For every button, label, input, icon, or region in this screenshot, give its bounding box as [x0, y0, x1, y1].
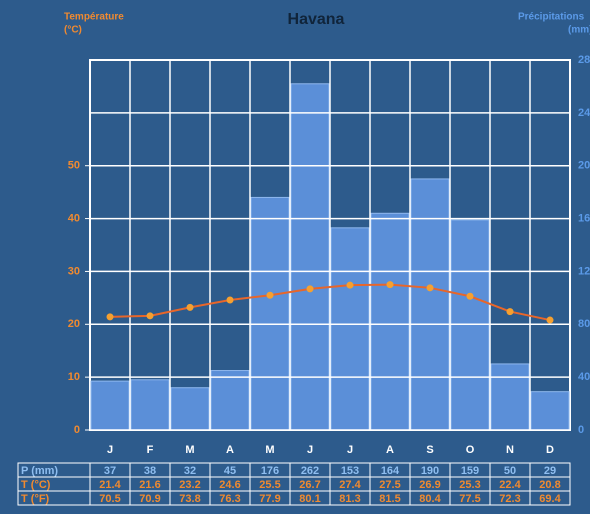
y-axis-label: Température — [64, 12, 124, 23]
table-value: 22.4 — [499, 479, 521, 491]
bar — [210, 370, 250, 431]
table-value: 190 — [421, 465, 439, 477]
x-tick-label: O — [466, 444, 475, 456]
bar — [130, 379, 170, 431]
table-value: 76.3 — [219, 493, 240, 505]
y-tick-label: 40 — [68, 212, 80, 224]
y2-tick-label: 280 — [578, 54, 590, 66]
y-tick-label: 50 — [68, 160, 80, 172]
table-value: 77.9 — [259, 493, 280, 505]
y-tick-label: 0 — [74, 424, 80, 436]
table-value: 45 — [224, 465, 236, 477]
table-row-label: P (mm) — [21, 465, 58, 477]
y-axis-label: (°C) — [64, 25, 82, 36]
temperature-point — [226, 296, 234, 304]
chart-title: Havana — [288, 11, 345, 28]
bar — [410, 178, 450, 431]
temperature-point — [106, 313, 114, 321]
temperature-point — [186, 303, 194, 311]
table-value: 164 — [381, 465, 400, 477]
bar — [90, 380, 130, 431]
table-cell — [529, 490, 571, 506]
temperature-point — [266, 291, 274, 299]
table-value: 80.1 — [299, 493, 320, 505]
x-tick-label: M — [185, 444, 194, 456]
table-value: 26.9 — [419, 479, 440, 491]
bar — [170, 387, 210, 431]
bar — [290, 83, 330, 431]
table-value: 21.4 — [99, 479, 121, 491]
table-value: 26.7 — [299, 479, 320, 491]
y-tick-label: 10 — [68, 371, 80, 383]
table-value: 32 — [184, 465, 196, 477]
bar — [330, 227, 370, 431]
table-value: 176 — [261, 465, 279, 477]
temperature-point — [426, 284, 434, 292]
table-value: 27.5 — [379, 479, 400, 491]
temperature-point — [466, 292, 474, 300]
table-value: 29 — [544, 465, 556, 477]
table-value: 81.3 — [339, 493, 360, 505]
x-tick-label: J — [107, 444, 113, 456]
y2-tick-label: 0 — [578, 424, 584, 436]
y2-tick-label: 240 — [578, 107, 590, 119]
bar — [490, 363, 530, 431]
y2-tick-label: 80 — [578, 318, 590, 330]
table-value: 20.8 — [539, 479, 560, 491]
temperature-point — [506, 308, 514, 316]
y2-axis-label: (mm) — [568, 25, 590, 36]
y2-tick-label: 120 — [578, 265, 590, 277]
table-value: 70.5 — [99, 493, 120, 505]
x-tick-label: J — [307, 444, 313, 456]
y-tick-label: 30 — [68, 265, 80, 277]
y2-tick-label: 160 — [578, 212, 590, 224]
bar — [530, 391, 570, 431]
x-tick-label: M — [265, 444, 274, 456]
temperature-point — [546, 316, 554, 324]
table-value: 21.6 — [139, 479, 160, 491]
temperature-point — [386, 281, 394, 289]
y-tick-label: 20 — [68, 318, 80, 330]
x-tick-label: N — [506, 444, 514, 456]
temperature-line — [109, 283, 551, 322]
table-value: 262 — [301, 465, 319, 477]
table-value: 24.6 — [219, 479, 240, 491]
y2-tick-label: 40 — [578, 371, 590, 383]
x-tick-label: A — [226, 444, 234, 456]
temperature-point — [346, 281, 354, 289]
table-value: 153 — [341, 465, 359, 477]
table-row-label: T (°F) — [21, 493, 50, 505]
table-value: 77.5 — [459, 493, 480, 505]
table-value: 70.9 — [139, 493, 160, 505]
bar — [250, 196, 290, 431]
bar — [370, 212, 410, 431]
x-tick-label: F — [147, 444, 154, 456]
y2-axis-label: Précipitations — [518, 12, 585, 23]
table-value: 38 — [144, 465, 156, 477]
x-tick-label: D — [546, 444, 554, 456]
x-tick-label: J — [347, 444, 353, 456]
table-value: 69.4 — [539, 493, 561, 505]
table-value: 72.3 — [499, 493, 520, 505]
table-value: 25.3 — [459, 479, 480, 491]
temperature-point — [306, 285, 314, 293]
table-value: 80.4 — [419, 493, 441, 505]
table-value: 25.5 — [259, 479, 280, 491]
table-value: 50 — [504, 465, 516, 477]
table-value: 23.2 — [179, 479, 200, 491]
temperature-point — [146, 312, 154, 320]
y2-tick-label: 200 — [578, 160, 590, 172]
x-tick-label: S — [426, 444, 433, 456]
table-value: 81.5 — [379, 493, 400, 505]
table-value: 37 — [104, 465, 116, 477]
table-value: 159 — [461, 465, 479, 477]
x-tick-label: A — [386, 444, 394, 456]
table-row-label: T (°C) — [21, 479, 51, 491]
table-value: 27.4 — [339, 479, 361, 491]
table-value: 73.8 — [179, 493, 200, 505]
